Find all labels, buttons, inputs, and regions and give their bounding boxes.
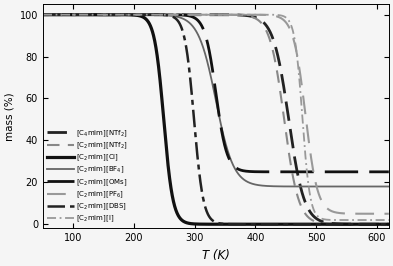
[C$_2$mim][Cl] — [58, 13, 63, 16]
[C$_2$mim][OMs] — [313, 170, 318, 173]
[C$_2$mim][I] — [40, 13, 45, 16]
[C$_2$mim][Cl] — [40, 13, 45, 16]
Line: [C$_2$mim][PF$_6$]: [C$_2$mim][PF$_6$] — [43, 15, 389, 214]
[C$_2$mim][BF$_4$] — [209, 76, 213, 80]
[C$_2$mim][I] — [376, 218, 381, 222]
[C$_2$mim][PF$_6$] — [386, 212, 391, 215]
[C$_4$mim][NTf$_2$] — [386, 223, 391, 226]
[C$_4$mim][NTf$_2$] — [376, 223, 381, 226]
[C$_2$mim][I] — [200, 13, 204, 16]
[C$_2$mim][DBS] — [376, 223, 381, 226]
[C$_2$mim][BF$_4$] — [200, 43, 204, 46]
[C$_2$mim][Cl] — [376, 223, 381, 226]
[C$_2$mim][PF$_6$] — [40, 13, 45, 16]
[C$_2$mim][PF$_6$] — [209, 13, 213, 16]
[C$_4$mim][NTf$_2$] — [58, 13, 63, 16]
[C$_2$mim][BF$_4$] — [58, 13, 63, 16]
[C$_2$mim][Cl] — [376, 223, 381, 226]
[C$_4$mim][NTf$_2$] — [209, 13, 213, 16]
[C$_2$mim][NTf$_2$] — [200, 13, 204, 16]
[C$_2$mim][DBS] — [200, 190, 204, 194]
[C$_2$mim][Cl] — [386, 223, 391, 226]
[C$_2$mim][I] — [376, 218, 381, 222]
[C$_2$mim][PF$_6$] — [376, 212, 381, 215]
[C$_2$mim][OMs] — [376, 170, 381, 173]
[C$_2$mim][Cl] — [209, 223, 213, 226]
[C$_2$mim][NTf$_2$] — [40, 13, 45, 16]
Line: [C$_2$mim][BF$_4$]: [C$_2$mim][BF$_4$] — [43, 15, 389, 186]
[C$_2$mim][NTf$_2$] — [376, 223, 381, 226]
[C$_4$mim][NTf$_2$] — [313, 216, 318, 219]
[C$_2$mim][BF$_4$] — [376, 185, 381, 188]
Line: [C$_2$mim][Cl]: [C$_2$mim][Cl] — [43, 15, 389, 224]
[C$_2$mim][NTf$_2$] — [58, 13, 63, 16]
Line: [C$_4$mim][NTf$_2$]: [C$_4$mim][NTf$_2$] — [43, 15, 389, 224]
[C$_2$mim][OMs] — [386, 170, 391, 173]
[C$_2$mim][OMs] — [58, 13, 63, 16]
[C$_2$mim][DBS] — [376, 223, 381, 226]
[C$_4$mim][NTf$_2$] — [200, 13, 204, 16]
[C$_2$mim][I] — [386, 218, 391, 222]
[C$_2$mim][PF$_6$] — [376, 212, 381, 215]
[C$_2$mim][DBS] — [40, 13, 45, 16]
[C$_2$mim][I] — [313, 211, 318, 215]
[C$_2$mim][Cl] — [200, 223, 204, 226]
[C$_2$mim][BF$_4$] — [40, 13, 45, 16]
[C$_4$mim][NTf$_2$] — [40, 13, 45, 16]
Y-axis label: mass (%): mass (%) — [4, 92, 14, 141]
[C$_2$mim][BF$_4$] — [376, 185, 381, 188]
[C$_2$mim][OMs] — [376, 170, 381, 173]
[C$_2$mim][OMs] — [200, 25, 204, 28]
[C$_2$mim][PF$_6$] — [200, 13, 204, 16]
[C$_2$mim][Cl] — [313, 223, 318, 226]
[C$_2$mim][BF$_4$] — [386, 185, 391, 188]
[C$_2$mim][DBS] — [209, 218, 213, 221]
[C$_2$mim][OMs] — [40, 13, 45, 16]
[C$_2$mim][I] — [58, 13, 63, 16]
[C$_2$mim][PF$_6$] — [313, 180, 318, 183]
Line: [C$_2$mim][DBS]: [C$_2$mim][DBS] — [43, 15, 389, 224]
[C$_2$mim][I] — [209, 13, 213, 16]
[C$_2$mim][DBS] — [386, 223, 391, 226]
[C$_2$mim][PF$_6$] — [58, 13, 63, 16]
Line: [C$_2$mim][I]: [C$_2$mim][I] — [43, 15, 389, 220]
Line: [C$_2$mim][OMs]: [C$_2$mim][OMs] — [43, 15, 389, 172]
[C$_2$mim][BF$_4$] — [313, 185, 318, 188]
[C$_2$mim][NTf$_2$] — [313, 220, 318, 223]
X-axis label: T (K): T (K) — [202, 249, 230, 262]
[C$_2$mim][OMs] — [209, 60, 213, 63]
Legend: [C$_4$mim][NTf$_2$], [C$_2$mim][NTf$_2$], [C$_2$mim][Cl], [C$_2$mim][BF$_4$], [C: [C$_4$mim][NTf$_2$], [C$_2$mim][NTf$_2$]… — [46, 127, 129, 225]
[C$_4$mim][NTf$_2$] — [376, 223, 381, 226]
[C$_2$mim][DBS] — [313, 223, 318, 226]
[C$_2$mim][NTf$_2$] — [386, 223, 391, 226]
[C$_2$mim][NTf$_2$] — [376, 223, 381, 226]
Line: [C$_2$mim][NTf$_2$]: [C$_2$mim][NTf$_2$] — [43, 15, 389, 224]
[C$_2$mim][DBS] — [58, 13, 63, 16]
[C$_2$mim][NTf$_2$] — [209, 13, 213, 16]
